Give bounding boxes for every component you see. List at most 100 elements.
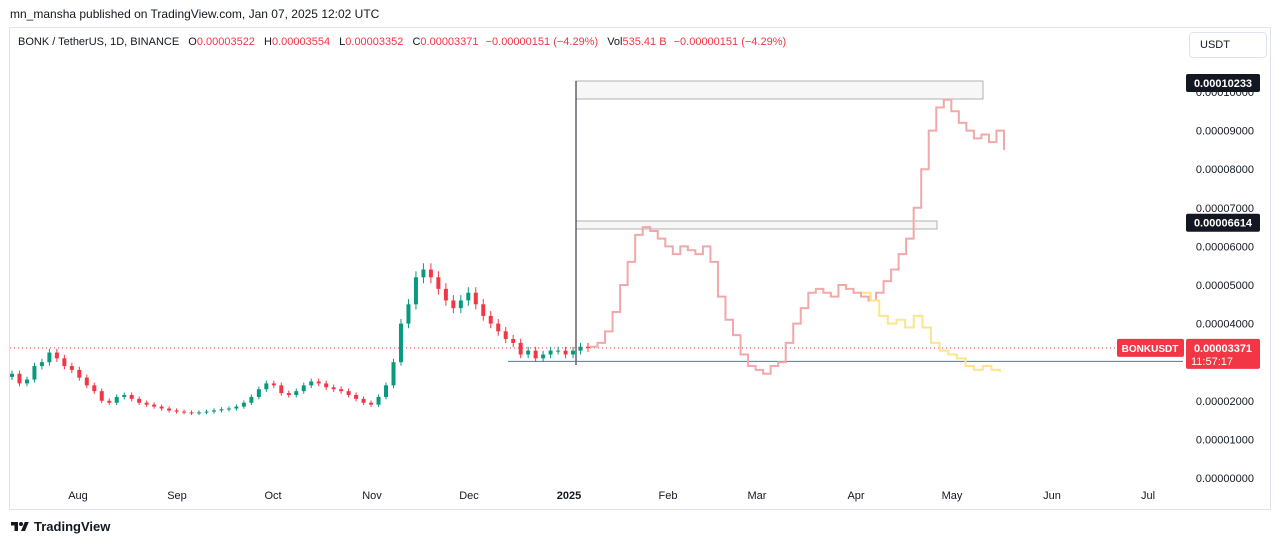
candle [541,354,546,359]
candle [256,389,261,397]
close-value: 0.00003371 [420,36,479,48]
candle [301,385,306,392]
candle [294,391,299,396]
y-tick-label: 0.00007000 [1196,203,1254,215]
candle [518,342,523,355]
candle [361,398,366,403]
x-tick-label: Feb [659,490,678,502]
candle [47,352,52,363]
candle [69,366,74,370]
candle [241,402,246,407]
y-tick-label: 0.00001000 [1196,434,1254,446]
candle [264,383,269,390]
x-tick-label: 2025 [557,490,581,502]
candle [354,395,359,399]
candle [369,402,374,405]
change-value: −0.00000151 (−4.29%) [485,36,599,48]
candle [503,331,508,340]
candle [167,408,172,411]
candle [24,379,29,384]
tradingview-branding[interactable]: TradingView [10,519,110,534]
high-label: H [264,36,272,48]
candle [309,381,314,386]
candle [451,300,456,309]
candle [398,323,403,363]
low-value: 0.00003352 [345,36,404,48]
last-price-label: 0.00003371 [1194,343,1252,355]
candle [219,409,224,411]
tradingview-logo-icon [11,521,29,531]
close-label: C [412,36,421,48]
candle [129,395,134,399]
symbol-tag-label: BONKUSDT [1122,344,1179,355]
candle [571,350,576,355]
price-level-label: 0.00006614 [1194,218,1253,230]
candle [84,377,89,386]
candle [533,350,538,359]
candle [144,402,149,405]
symbol-title[interactable]: BONK / TetherUS, 1D, BINANCE [18,36,180,48]
last-price-tag [1186,338,1260,369]
candle [174,410,179,412]
candle [436,277,441,289]
candle [62,358,67,367]
candle [234,406,239,409]
countdown-label: 11:57:17 [1191,356,1233,368]
projection-path-red [590,98,1005,375]
x-tick-label: Oct [264,490,281,502]
candle [458,300,463,309]
candle [10,373,14,377]
candle [466,292,471,301]
y-tick-label: 0.00004000 [1196,319,1254,331]
candle [511,339,516,343]
candle [279,385,284,394]
y-tick-label: 0.00009000 [1196,126,1254,138]
mid-zone-box [575,220,938,230]
low-label: L [339,36,346,48]
volume-change: −0.00000151 (−4.29%) [673,36,787,48]
y-tick-label: 0.00002000 [1196,396,1254,408]
candle [92,385,97,392]
candle [197,412,202,414]
price-level-tag [1186,213,1260,232]
candle [443,288,448,301]
candle [473,292,478,305]
candle [77,369,82,378]
candle [586,346,590,348]
candle [428,269,433,278]
candle [331,387,336,390]
x-tick-label: May [942,490,963,502]
candle [32,366,37,380]
candle [556,350,561,352]
x-tick-label: Sep [167,490,187,502]
candle [114,396,119,403]
x-tick-label: Aug [68,490,88,502]
x-tick-label: Dec [459,490,479,502]
candle [488,315,493,324]
candle [346,391,351,396]
candle [391,362,396,386]
candle [249,396,254,403]
y-tick-label: 0.00005000 [1196,280,1254,292]
price-level-tag [1186,74,1260,93]
candle [226,408,231,410]
candle [376,396,381,405]
candle [159,406,164,409]
candle [211,410,216,412]
candle [17,373,22,384]
candle [421,269,426,278]
brand-name: TradingView [34,519,111,534]
currency-button[interactable]: USDT [1189,32,1267,58]
candle [548,350,553,355]
candle [563,350,568,355]
y-tick-label: 0.00006000 [1196,241,1254,253]
candle [122,395,127,397]
candle [54,352,59,359]
volume-label: Vol [607,36,623,48]
candle [406,304,411,324]
candle [339,389,344,392]
open-label: O [188,36,197,48]
volume-value: 535.41 B [622,36,667,48]
x-tick-label: Nov [362,490,382,502]
